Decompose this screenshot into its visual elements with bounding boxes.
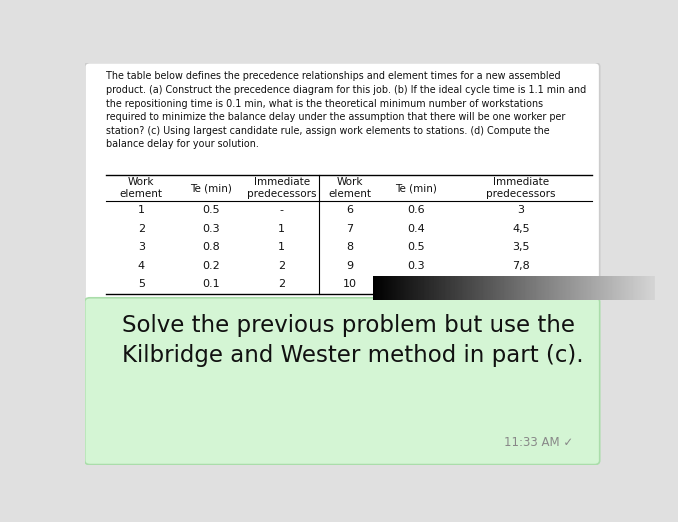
- Text: 2: 2: [278, 261, 285, 271]
- Text: 11:33 AM ✓: 11:33 AM ✓: [504, 436, 574, 449]
- Text: 2: 2: [278, 279, 285, 290]
- Text: 3: 3: [138, 242, 144, 252]
- Text: The table below defines the precedence relationships and element times for a new: The table below defines the precedence r…: [106, 72, 586, 149]
- Text: 6,91 1:33 AM ✓: 6,91 1:33 AM ✓: [505, 279, 586, 290]
- Text: 8: 8: [346, 242, 354, 252]
- FancyBboxPatch shape: [85, 298, 600, 465]
- Text: 3: 3: [517, 205, 524, 215]
- Text: 2: 2: [138, 224, 145, 234]
- Text: Te (min): Te (min): [395, 183, 437, 193]
- Text: 5: 5: [138, 279, 144, 290]
- Text: Immediate
predecessors: Immediate predecessors: [247, 177, 317, 199]
- Text: 0.3: 0.3: [407, 261, 424, 271]
- Text: 7: 7: [346, 224, 354, 234]
- FancyBboxPatch shape: [85, 63, 600, 302]
- Text: 9: 9: [346, 261, 354, 271]
- Text: 0.1: 0.1: [202, 279, 220, 290]
- Text: Solve the previous problem but use the
Kilbridge and Wester method in part (c).: Solve the previous problem but use the K…: [121, 314, 583, 367]
- Text: 1: 1: [138, 205, 144, 215]
- Text: 0.8: 0.8: [202, 242, 220, 252]
- Text: Immediate
predecessors: Immediate predecessors: [486, 177, 556, 199]
- Text: 0.5: 0.5: [407, 242, 424, 252]
- Text: 0.2: 0.2: [202, 261, 220, 271]
- Text: 4: 4: [138, 261, 145, 271]
- Text: 0.4: 0.4: [407, 224, 424, 234]
- Text: Work
element: Work element: [120, 177, 163, 199]
- Text: 6,9: 6,9: [512, 279, 530, 290]
- Text: 0.3: 0.3: [202, 224, 220, 234]
- Text: 6: 6: [346, 205, 354, 215]
- Text: 0.6: 0.6: [407, 205, 424, 215]
- Text: Work
element: Work element: [329, 177, 372, 199]
- Text: 0.6: 0.6: [407, 279, 424, 290]
- Text: -: -: [280, 205, 284, 215]
- Text: 1: 1: [278, 242, 285, 252]
- Text: 1: 1: [278, 224, 285, 234]
- Text: 0.5: 0.5: [202, 205, 220, 215]
- Text: 10: 10: [343, 279, 357, 290]
- Text: 3,5: 3,5: [512, 242, 530, 252]
- Text: 7,8: 7,8: [512, 261, 530, 271]
- Text: 4,5: 4,5: [512, 224, 530, 234]
- Text: Te (min): Te (min): [190, 183, 232, 193]
